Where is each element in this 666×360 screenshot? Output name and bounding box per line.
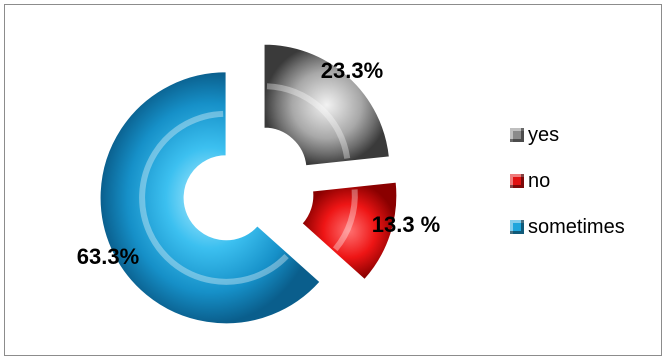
legend: yes no sometimes [510, 122, 660, 260]
slice-yes [263, 43, 390, 167]
slice-highlight-no [332, 189, 358, 252]
slice-highlight-yes [266, 83, 351, 159]
legend-label-no: no [528, 170, 551, 192]
slice-highlight-sometimes [139, 110, 289, 285]
legend-item-yes: yes [510, 122, 660, 148]
legend-swatch-yes [510, 128, 524, 142]
data-label-sometimes: 63.3% [77, 244, 139, 269]
data-label-yes: 23.3% [321, 58, 383, 83]
legend-label-yes: yes [528, 124, 560, 146]
legend-swatch-sometimes [510, 220, 524, 234]
legend-label-sometimes: sometimes [528, 216, 625, 238]
legend-item-sometimes: sometimes [510, 214, 660, 240]
slice-no [301, 181, 398, 281]
slice-sometimes [99, 71, 321, 325]
legend-swatch-no [510, 174, 524, 188]
data-label-no: 13.3 % [372, 212, 441, 237]
legend-item-no: no [510, 168, 660, 194]
